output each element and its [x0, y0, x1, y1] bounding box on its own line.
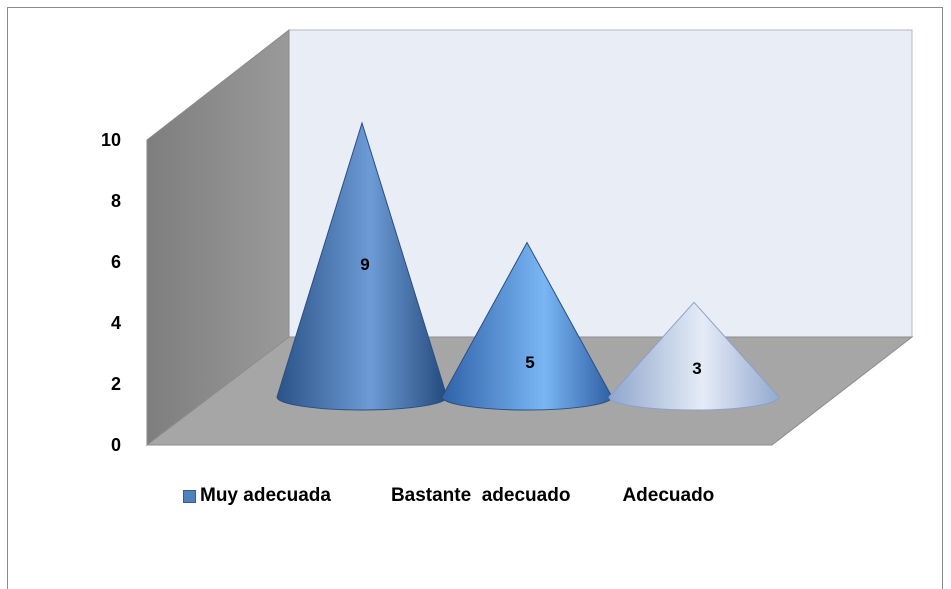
y-tick-label: 4 — [111, 313, 121, 333]
y-tick-label: 2 — [111, 374, 121, 394]
cone-body — [608, 301, 780, 411]
chart-bars: 9 5 3 — [276, 121, 780, 411]
chart-border — [7, 7, 943, 589]
cone-body — [441, 241, 613, 411]
data-label: 5 — [525, 353, 534, 372]
bar-cone-3: 3 — [608, 301, 780, 411]
y-tick-label: 0 — [111, 435, 121, 455]
bar-cone-1: 9 — [276, 121, 448, 411]
legend-label-adecuado: Adecuado — [622, 485, 715, 506]
y-tick-label: 6 — [111, 252, 121, 272]
legend-label-muy-adecuada: Muy adecuada — [200, 485, 331, 506]
data-label: 9 — [360, 255, 369, 274]
bar-cone-2: 5 — [441, 241, 613, 411]
y-tick-label: 8 — [111, 191, 121, 211]
cone-body — [276, 121, 448, 411]
y-tick-label: 10 — [101, 130, 121, 150]
chart-legend: Muy adecuada Bastante adecuado Adecuado — [183, 485, 714, 507]
legend-swatch-muy-adecuada — [183, 489, 196, 503]
legend-label-bastante-adecuado: Bastante adecuado — [390, 485, 571, 506]
y-axis-ticks: 0 2 4 6 8 10 — [101, 130, 121, 455]
data-label: 3 — [692, 359, 701, 378]
